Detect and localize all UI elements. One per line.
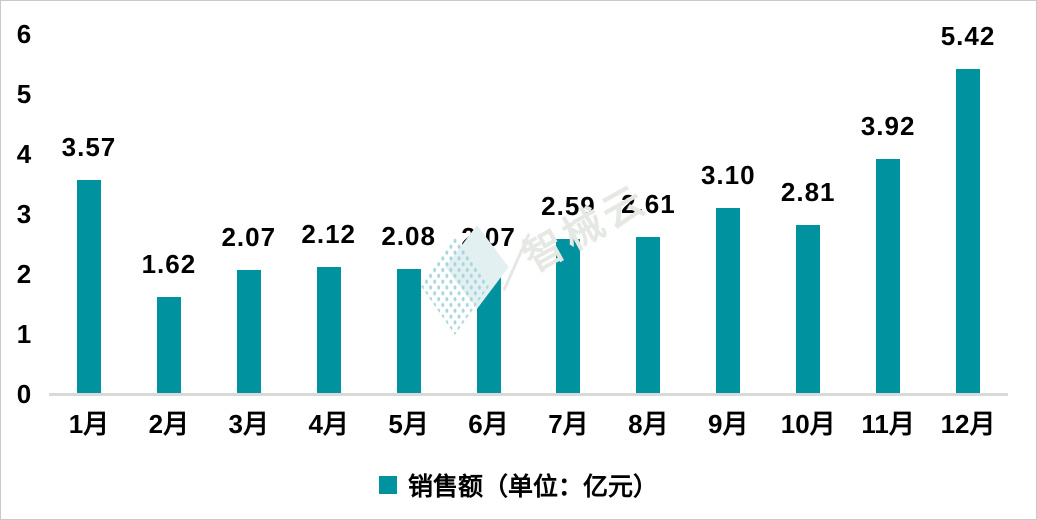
x-axis-label: 3月 [228,409,270,439]
bar-9月 [716,208,741,393]
x-axis-label: 2月 [148,409,190,439]
bar-value-label: 3.10 [700,160,756,190]
y-axis-tick-label: 5 [16,79,32,109]
bar-value-label: 2.12 [301,218,356,249]
legend-label: 销售额（单位：亿元） [407,473,658,501]
x-axis-label: 7月 [548,409,589,439]
bar-11月 [876,158,901,393]
bar-value-label: 2.07 [461,221,516,252]
x-axis-label: 8月 [628,409,669,439]
bar-1月 [76,179,101,393]
bar-12月 [956,68,981,393]
y-axis-tick-label: 6 [16,19,32,49]
x-axis-line [49,393,1008,396]
y-axis-tick-label: 2 [16,259,32,289]
x-axis-label: 1月 [68,409,110,439]
bar-value-label: 3.57 [61,131,117,162]
bar-4月 [316,266,341,393]
bar-value-label: 1.62 [141,248,197,279]
bar-value-label: 2.81 [780,177,836,208]
x-axis-label: 9月 [708,409,749,439]
bar-value-label: 3.92 [860,110,916,141]
bar-value-label: 2.61 [621,189,676,220]
x-axis-label: 10月 [780,409,836,439]
bar-value-label: 2.07 [221,221,277,252]
bar-8月 [636,237,661,393]
y-axis-tick-label: 0 [16,379,32,409]
bar-value-label: 5.42 [940,20,996,51]
y-axis-tick-label: 3 [16,199,32,229]
bar-5月 [396,269,421,393]
y-axis-tick-label: 1 [16,319,32,349]
bar-3月 [236,269,261,393]
chart-legend: 销售额（单位：亿元） [1,467,1036,503]
bar-7月 [556,238,581,393]
bar-2月 [156,296,181,393]
x-axis-label: 4月 [308,409,349,439]
x-axis-label: 12月 [940,409,996,439]
bar-value-label: 2.59 [541,190,596,221]
x-axis-label: 6月 [468,409,509,439]
y-axis-tick-label: 4 [16,139,32,169]
legend-swatch [378,476,397,494]
x-axis-label: 11月 [861,409,915,439]
x-axis-label: 5月 [388,409,429,439]
bar-6月 [476,269,501,393]
bar-10月 [796,225,821,393]
